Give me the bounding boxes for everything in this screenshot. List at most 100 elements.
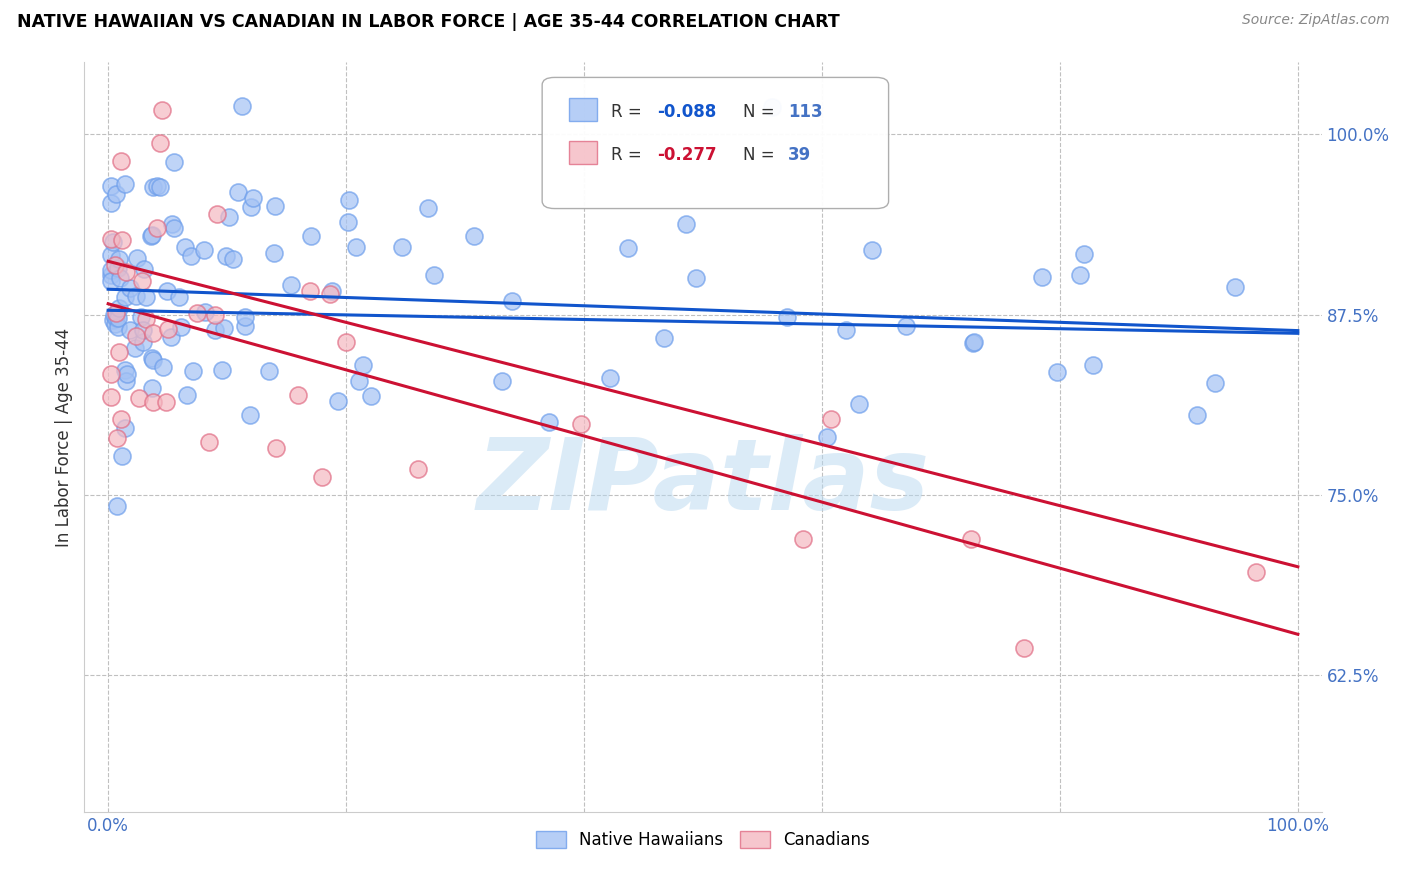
Point: [100, 268, 122, 282]
Point: [141, 228, 163, 243]
Point: [231, 98, 253, 112]
Point: [1204, 376, 1226, 391]
Point: [114, 421, 136, 435]
Text: R =: R =: [612, 103, 647, 121]
Point: [193, 243, 215, 257]
Text: NATIVE HAWAIIAN VS CANADIAN IN LABOR FORCE | AGE 35-44 CORRELATION CHART: NATIVE HAWAIIAN VS CANADIAN IN LABOR FOR…: [17, 13, 839, 31]
Point: [422, 268, 444, 283]
Point: [280, 277, 302, 292]
Point: [167, 290, 190, 304]
Point: [100, 263, 122, 277]
Point: [896, 319, 918, 334]
Point: [124, 341, 146, 355]
Point: [204, 323, 226, 337]
Point: [264, 198, 287, 212]
Point: [263, 246, 285, 260]
Point: [860, 244, 883, 258]
Point: [311, 469, 333, 483]
Point: [963, 335, 986, 350]
Point: [156, 285, 179, 299]
Point: [110, 153, 132, 168]
Point: [205, 207, 228, 221]
Point: [142, 353, 165, 368]
Point: [155, 394, 177, 409]
Point: [792, 532, 814, 546]
Point: [240, 200, 263, 214]
Point: [163, 155, 186, 169]
Point: [218, 211, 240, 225]
Text: 39: 39: [789, 145, 811, 163]
Point: [1223, 280, 1246, 294]
Point: [228, 186, 250, 200]
Point: [301, 229, 323, 244]
Point: [176, 388, 198, 402]
Point: [211, 363, 233, 377]
Point: [321, 284, 343, 298]
Point: [242, 191, 264, 205]
Point: [652, 331, 675, 345]
Point: [463, 229, 485, 244]
Point: [1012, 641, 1035, 656]
Point: [111, 449, 134, 463]
Point: [204, 308, 226, 322]
Text: N =: N =: [742, 145, 779, 163]
Point: [131, 334, 153, 349]
Point: [215, 249, 238, 263]
Point: [100, 390, 122, 404]
Point: [337, 193, 360, 207]
Point: [142, 180, 165, 194]
Point: [111, 233, 134, 247]
Point: [141, 381, 163, 395]
Point: [107, 319, 129, 334]
Point: [180, 249, 202, 263]
Text: R =: R =: [612, 145, 647, 163]
Point: [150, 103, 173, 117]
Point: [181, 364, 204, 378]
Point: [135, 311, 157, 326]
Point: [685, 270, 707, 285]
Point: [159, 329, 181, 343]
Point: [107, 252, 129, 267]
Point: [1069, 268, 1091, 283]
Point: [131, 274, 153, 288]
Point: [1073, 247, 1095, 261]
Point: [326, 394, 349, 409]
Point: [1244, 565, 1267, 579]
Point: [125, 328, 148, 343]
FancyBboxPatch shape: [569, 98, 596, 121]
Point: [139, 228, 162, 243]
Point: [107, 311, 129, 326]
Point: [186, 306, 208, 320]
Point: [114, 178, 136, 192]
Point: [815, 430, 838, 444]
Point: [599, 370, 621, 384]
Point: [125, 289, 148, 303]
Point: [406, 461, 429, 475]
Point: [344, 240, 367, 254]
Text: Source: ZipAtlas.com: Source: ZipAtlas.com: [1241, 13, 1389, 28]
Point: [118, 280, 141, 294]
Point: [132, 262, 155, 277]
Point: [239, 408, 262, 422]
Point: [194, 305, 217, 319]
Point: [146, 178, 169, 193]
Point: [1045, 365, 1067, 379]
Point: [1187, 409, 1209, 423]
Point: [222, 252, 245, 266]
Point: [299, 284, 322, 298]
Point: [142, 326, 165, 341]
Point: [129, 310, 152, 324]
Point: [418, 201, 440, 215]
Point: [100, 232, 122, 246]
Point: [115, 265, 138, 279]
Point: [105, 187, 128, 202]
Point: [100, 179, 122, 194]
Point: [319, 286, 342, 301]
Point: [352, 359, 374, 373]
Point: [105, 311, 128, 326]
Point: [538, 416, 561, 430]
Point: [233, 319, 256, 334]
Point: [100, 274, 122, 288]
Point: [127, 251, 149, 265]
Point: [391, 239, 413, 253]
